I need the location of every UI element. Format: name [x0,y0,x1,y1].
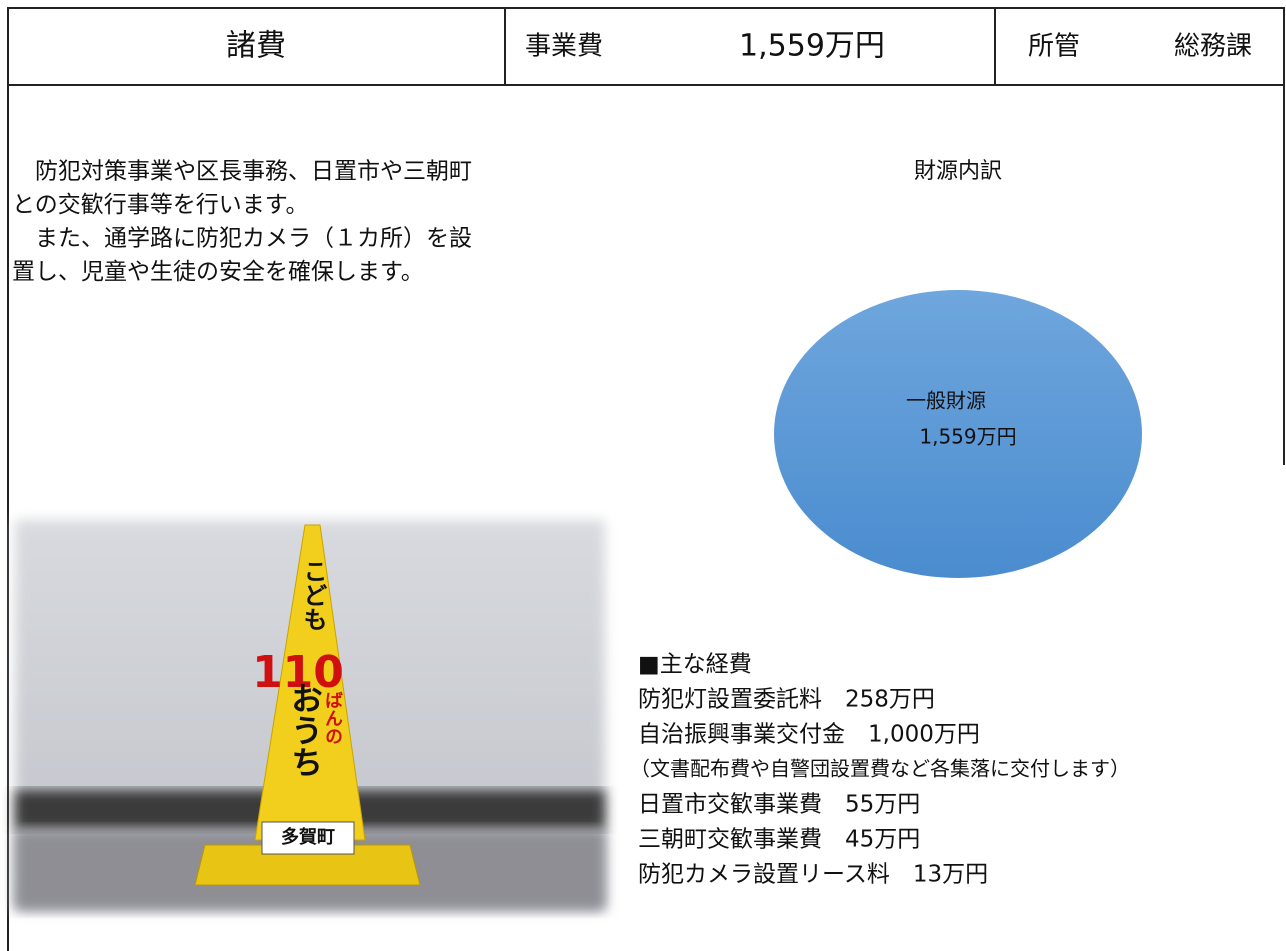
description-line: との交歓行事等を行います。 [12,192,308,218]
cone-text: 多賀町 [281,826,335,848]
header-table [7,7,1285,951]
description-line: 防犯対策事業や区長事務、日置市や三朝町 [12,159,472,185]
cone-text: こども [299,559,327,631]
expenses-heading: ■主な経費 [638,652,752,678]
expense-item: 防犯灯設置委託料 258万円 [638,687,935,713]
expense-item: 自治振興事業交付金 1,000万円 [638,722,980,748]
slice-label: 一般財源 [906,389,986,413]
cone-text: おうち [286,682,324,778]
dept-label: 所管 [1028,32,1080,62]
expense-item: （文書配布費や自警団設置費など各集落に交付します） [630,757,1130,781]
slice-value: 1,559万円 [919,425,1016,449]
cone-number: 110 [252,647,344,698]
cost: 1,559万円 [739,29,885,64]
description-line: 置し、児童や生徒の安全を確保します。 [12,259,424,285]
expense-item: 三朝町交歓事業費 45万円 [638,827,920,853]
expense-item: 防犯カメラ設置リース料 13万円 [638,862,988,888]
photo [15,520,605,910]
cost-label: 事業費 [525,32,603,62]
expense-item: 日置市交歓事業費 55万円 [638,792,920,818]
cone-text: ばんの [322,691,343,745]
description-line: また、通学路に防犯カメラ（１カ所）を設 [12,226,472,252]
pie-slice [774,290,1142,578]
header-title: 諸費 [226,29,286,64]
dept: 総務課 [1174,32,1252,62]
chart-title: 財源内訳 [914,159,1002,184]
